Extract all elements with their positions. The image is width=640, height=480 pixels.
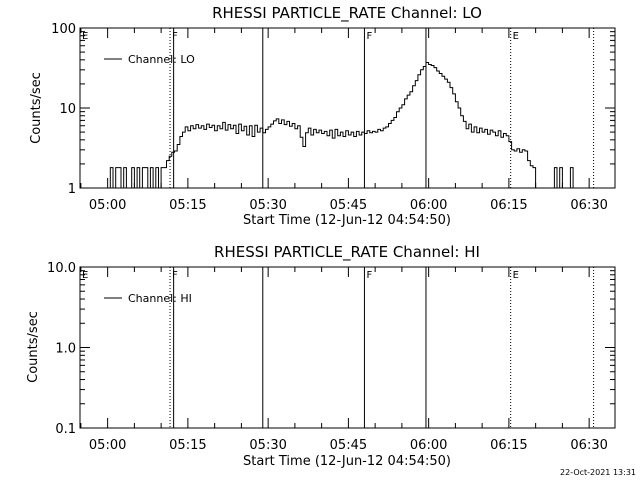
marker-label: F	[172, 31, 178, 42]
marker-label: E	[513, 270, 519, 281]
xtick-label: 06:00	[410, 438, 447, 453]
ytick-label: 1.0	[55, 342, 76, 357]
xtick-label: 06:30	[570, 198, 607, 213]
series-line-0	[107, 62, 577, 189]
ytick-label: 1	[68, 182, 76, 197]
panel-lo-ylabel: Counts/sec	[29, 72, 44, 144]
ytick-label: 10	[59, 102, 76, 117]
xtick-label: 06:15	[490, 198, 527, 213]
ytick-label: 0.1	[55, 422, 76, 437]
panel-hi: RHESSI PARTICLE_RATE Channel: HI Counts/…	[26, 243, 616, 469]
panel-lo-title: RHESSI PARTICLE_RATE Channel: LO	[212, 4, 482, 23]
panel-hi-ylabel: Counts/sec	[26, 311, 41, 383]
marker-label: F	[366, 270, 372, 281]
xtick-label: 06:30	[570, 438, 607, 453]
marker-label: E	[82, 270, 88, 281]
xtick-label: 05:30	[249, 438, 286, 453]
xtick-label: 05:30	[249, 198, 286, 213]
plot-frame	[79, 27, 616, 189]
marker-label: E	[82, 31, 88, 42]
panel-lo-legend-label: Channel: LO	[128, 53, 195, 66]
xtick-label: 05:00	[89, 438, 126, 453]
xtick-label: 05:45	[330, 198, 367, 213]
footer-timestamp: 22-Oct-2021 13:31	[560, 468, 636, 477]
xtick-label: 05:15	[169, 198, 206, 213]
marker-label: F	[366, 31, 372, 42]
ytick-label: 100	[51, 22, 76, 37]
panel-hi-xlabel: Start Time (12-Jun-12 04:54:50)	[243, 454, 451, 469]
panel-lo-xlabel: Start Time (12-Jun-12 04:54:50)	[243, 213, 451, 228]
xtick-label: 06:15	[490, 438, 527, 453]
marker-label: F	[172, 270, 178, 281]
panel-hi-legend-label: Channel: HI	[128, 292, 192, 305]
panel-lo: RHESSI PARTICLE_RATE Channel: LO Counts/…	[29, 4, 616, 228]
xtick-label: 05:45	[330, 438, 367, 453]
marker-label: E	[513, 31, 519, 42]
xtick-label: 05:00	[89, 198, 126, 213]
ytick-label: 10.0	[47, 261, 76, 276]
xtick-label: 06:00	[410, 198, 447, 213]
panel-hi-title: RHESSI PARTICLE_RATE Channel: HI	[214, 243, 480, 262]
xtick-label: 05:15	[169, 438, 206, 453]
